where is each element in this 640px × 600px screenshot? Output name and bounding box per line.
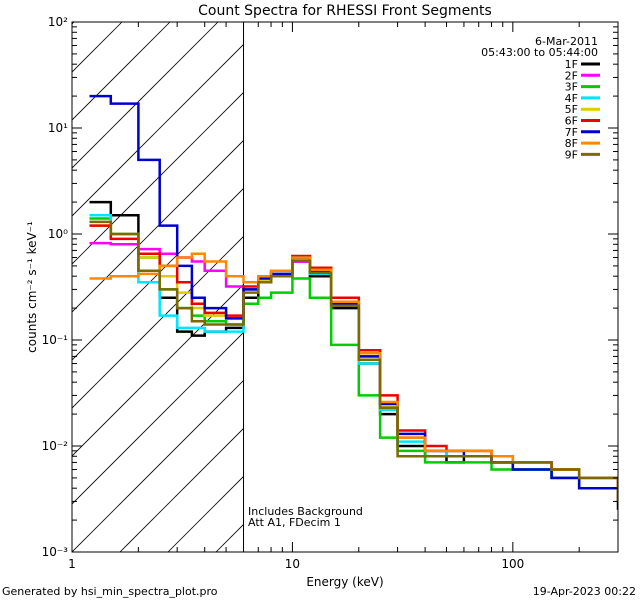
legend-label: 4F — [565, 92, 578, 105]
x-axis-label: Energy (keV) — [306, 575, 383, 589]
y-axis-label: counts cm⁻² s⁻¹ keV⁻¹ — [25, 221, 39, 353]
time-range-label: 05:43:00 to 05:44:00 — [481, 46, 598, 59]
series-line-8F — [89, 252, 618, 502]
y-tick-label: 10² — [48, 15, 68, 29]
hatch-line — [72, 139, 244, 313]
annotation-background: Includes Background — [248, 505, 363, 518]
hatch-line — [72, 22, 219, 169]
hatch-line — [72, 331, 244, 505]
hatch-line — [119, 427, 244, 552]
hatch-line — [456, 22, 640, 552]
legend-label: 5F — [565, 103, 578, 116]
y-tick-label: 10⁻² — [42, 439, 69, 453]
hatch-line — [72, 187, 244, 361]
hatch-line — [72, 22, 171, 121]
legend-label: 2F — [565, 69, 578, 82]
hatch-line — [600, 22, 640, 552]
legend-label: 6F — [565, 115, 578, 128]
series-line-4F — [89, 214, 618, 502]
hatch-line — [408, 22, 640, 552]
legend-label: 3F — [565, 81, 578, 94]
series-line-3F — [89, 217, 618, 502]
x-tick-label: 100 — [501, 557, 524, 571]
plot-frame — [71, 21, 619, 553]
legend-label: 1F — [565, 58, 578, 71]
date-label: 6-Mar-2011 — [535, 35, 598, 48]
x-tick-label: 10 — [285, 557, 300, 571]
hatch-line — [360, 22, 640, 552]
y-tick-label: 10⁰ — [48, 227, 68, 241]
hatch-line — [0, 22, 26, 552]
hatch-line — [264, 22, 640, 552]
footer-date: 19-Apr-2023 00:22 — [533, 585, 636, 598]
y-tick-label: 10¹ — [48, 121, 68, 135]
chart-title: Count Spectra for RHESSI Front Segments — [198, 3, 492, 19]
hatch-line — [72, 379, 244, 552]
x-tick-label: 1 — [68, 557, 76, 571]
hatch-line — [312, 22, 640, 552]
y-tick-label: 10⁻³ — [42, 545, 69, 559]
y-tick-label: 10⁻¹ — [42, 333, 69, 347]
legend-label: 8F — [565, 137, 578, 150]
legend-label: 9F — [565, 148, 578, 161]
series-line-9F — [89, 220, 618, 502]
annotation-attenuator: Att A1, FDecim 1 — [248, 516, 341, 529]
legend-label: 7F — [565, 126, 578, 139]
generated-by: Generated by hsi_min_spectra_plot.pro — [2, 585, 218, 598]
hatch-line — [72, 43, 244, 217]
hatched-region — [0, 22, 640, 552]
hatch-line — [72, 91, 244, 265]
